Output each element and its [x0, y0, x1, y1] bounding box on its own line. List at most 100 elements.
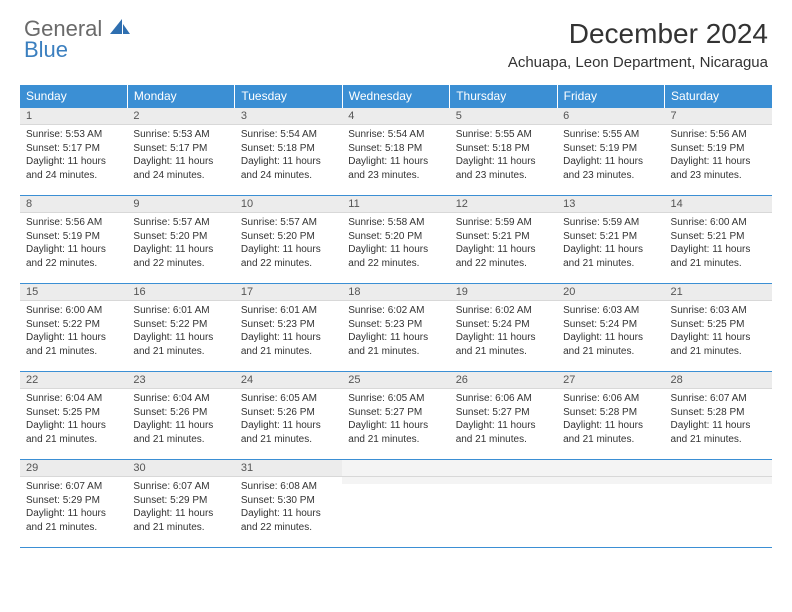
day-number: 18: [342, 284, 449, 301]
calendar-cell: 20Sunrise: 6:03 AMSunset: 5:24 PMDayligh…: [557, 284, 664, 372]
sunrise-line: Sunrise: 5:53 AM: [133, 128, 228, 142]
sunrise-line: Sunrise: 5:54 AM: [241, 128, 336, 142]
sunrise-line: Sunrise: 6:02 AM: [456, 304, 551, 318]
day-body: Sunrise: 5:57 AMSunset: 5:20 PMDaylight:…: [127, 213, 234, 274]
sunset-line: Sunset: 5:29 PM: [26, 494, 121, 508]
day-body: Sunrise: 6:08 AMSunset: 5:30 PMDaylight:…: [235, 477, 342, 538]
weekday-header: Sunday: [20, 85, 127, 108]
sunrise-line: Sunrise: 5:59 AM: [456, 216, 551, 230]
day-body: Sunrise: 6:03 AMSunset: 5:25 PMDaylight:…: [665, 301, 772, 362]
sunrise-line: Sunrise: 5:54 AM: [348, 128, 443, 142]
day-number: 26: [450, 372, 557, 389]
day-number: 12: [450, 196, 557, 213]
sunrise-line: Sunrise: 6:08 AM: [241, 480, 336, 494]
day-number: 5: [450, 108, 557, 125]
location-text: Achuapa, Leon Department, Nicaragua: [508, 54, 768, 71]
sunrise-line: Sunrise: 6:00 AM: [671, 216, 766, 230]
sunrise-line: Sunrise: 6:07 AM: [26, 480, 121, 494]
day-number: 29: [20, 460, 127, 477]
daylight-line: Daylight: 11 hours and 21 minutes.: [133, 419, 228, 446]
day-number: 3: [235, 108, 342, 125]
calendar-cell: 4Sunrise: 5:54 AMSunset: 5:18 PMDaylight…: [342, 108, 449, 196]
day-body: Sunrise: 6:07 AMSunset: 5:29 PMDaylight:…: [127, 477, 234, 538]
daylight-line: Daylight: 11 hours and 24 minutes.: [26, 155, 121, 182]
day-number-empty: [450, 460, 557, 477]
day-body: Sunrise: 6:01 AMSunset: 5:23 PMDaylight:…: [235, 301, 342, 362]
sunset-line: Sunset: 5:27 PM: [348, 406, 443, 420]
calendar-cell: 8Sunrise: 5:56 AMSunset: 5:19 PMDaylight…: [20, 196, 127, 284]
calendar-cell: 27Sunrise: 6:06 AMSunset: 5:28 PMDayligh…: [557, 372, 664, 460]
day-number: 24: [235, 372, 342, 389]
sunset-line: Sunset: 5:21 PM: [563, 230, 658, 244]
sunset-line: Sunset: 5:20 PM: [133, 230, 228, 244]
day-body: Sunrise: 5:56 AMSunset: 5:19 PMDaylight:…: [665, 125, 772, 186]
day-number: 13: [557, 196, 664, 213]
title-block: December 2024 Achuapa, Leon Department, …: [508, 18, 768, 71]
daylight-line: Daylight: 11 hours and 21 minutes.: [133, 331, 228, 358]
calendar-cell: 6Sunrise: 5:55 AMSunset: 5:19 PMDaylight…: [557, 108, 664, 196]
calendar-cell: 3Sunrise: 5:54 AMSunset: 5:18 PMDaylight…: [235, 108, 342, 196]
sunset-line: Sunset: 5:24 PM: [456, 318, 551, 332]
day-body: Sunrise: 6:06 AMSunset: 5:28 PMDaylight:…: [557, 389, 664, 450]
weekday-header: Tuesday: [235, 85, 342, 108]
day-body: Sunrise: 5:53 AMSunset: 5:17 PMDaylight:…: [127, 125, 234, 186]
calendar-cell: [450, 460, 557, 548]
sunrise-line: Sunrise: 6:07 AM: [133, 480, 228, 494]
sunset-line: Sunset: 5:28 PM: [563, 406, 658, 420]
calendar-cell: [665, 460, 772, 548]
calendar-cell: [557, 460, 664, 548]
day-body: Sunrise: 6:00 AMSunset: 5:21 PMDaylight:…: [665, 213, 772, 274]
calendar-cell: 25Sunrise: 6:05 AMSunset: 5:27 PMDayligh…: [342, 372, 449, 460]
daylight-line: Daylight: 11 hours and 22 minutes.: [241, 243, 336, 270]
sunset-line: Sunset: 5:21 PM: [456, 230, 551, 244]
day-number: 31: [235, 460, 342, 477]
day-body: Sunrise: 6:00 AMSunset: 5:22 PMDaylight:…: [20, 301, 127, 362]
day-body: Sunrise: 5:54 AMSunset: 5:18 PMDaylight:…: [235, 125, 342, 186]
day-body: Sunrise: 5:55 AMSunset: 5:19 PMDaylight:…: [557, 125, 664, 186]
day-number: 14: [665, 196, 772, 213]
calendar-cell: 9Sunrise: 5:57 AMSunset: 5:20 PMDaylight…: [127, 196, 234, 284]
sunset-line: Sunset: 5:24 PM: [563, 318, 658, 332]
day-body-empty: [450, 477, 557, 484]
sunrise-line: Sunrise: 5:57 AM: [241, 216, 336, 230]
sunset-line: Sunset: 5:18 PM: [241, 142, 336, 156]
calendar-cell: 13Sunrise: 5:59 AMSunset: 5:21 PMDayligh…: [557, 196, 664, 284]
daylight-line: Daylight: 11 hours and 21 minutes.: [456, 331, 551, 358]
day-body: Sunrise: 5:59 AMSunset: 5:21 PMDaylight:…: [450, 213, 557, 274]
day-number: 20: [557, 284, 664, 301]
daylight-line: Daylight: 11 hours and 21 minutes.: [26, 507, 121, 534]
day-body-empty: [557, 477, 664, 484]
sunset-line: Sunset: 5:19 PM: [26, 230, 121, 244]
day-body-empty: [342, 477, 449, 484]
sunset-line: Sunset: 5:23 PM: [348, 318, 443, 332]
day-number: 7: [665, 108, 772, 125]
day-body: Sunrise: 6:02 AMSunset: 5:23 PMDaylight:…: [342, 301, 449, 362]
sunrise-line: Sunrise: 5:55 AM: [563, 128, 658, 142]
daylight-line: Daylight: 11 hours and 23 minutes.: [348, 155, 443, 182]
logo-sail-icon: [109, 18, 131, 41]
day-number: 17: [235, 284, 342, 301]
calendar-cell: 28Sunrise: 6:07 AMSunset: 5:28 PMDayligh…: [665, 372, 772, 460]
day-number: 30: [127, 460, 234, 477]
sunset-line: Sunset: 5:20 PM: [241, 230, 336, 244]
day-body: Sunrise: 5:57 AMSunset: 5:20 PMDaylight:…: [235, 213, 342, 274]
day-body: Sunrise: 6:02 AMSunset: 5:24 PMDaylight:…: [450, 301, 557, 362]
day-number: 10: [235, 196, 342, 213]
sunset-line: Sunset: 5:25 PM: [671, 318, 766, 332]
day-body: Sunrise: 5:53 AMSunset: 5:17 PMDaylight:…: [20, 125, 127, 186]
calendar-cell: 17Sunrise: 6:01 AMSunset: 5:23 PMDayligh…: [235, 284, 342, 372]
day-number: 11: [342, 196, 449, 213]
day-number: 4: [342, 108, 449, 125]
day-body: Sunrise: 5:56 AMSunset: 5:19 PMDaylight:…: [20, 213, 127, 274]
daylight-line: Daylight: 11 hours and 21 minutes.: [563, 243, 658, 270]
daylight-line: Daylight: 11 hours and 21 minutes.: [348, 419, 443, 446]
daylight-line: Daylight: 11 hours and 21 minutes.: [26, 331, 121, 358]
daylight-line: Daylight: 11 hours and 21 minutes.: [456, 419, 551, 446]
day-body-empty: [665, 477, 772, 484]
sunrise-line: Sunrise: 5:56 AM: [671, 128, 766, 142]
sunset-line: Sunset: 5:20 PM: [348, 230, 443, 244]
day-body: Sunrise: 6:05 AMSunset: 5:26 PMDaylight:…: [235, 389, 342, 450]
sunset-line: Sunset: 5:18 PM: [456, 142, 551, 156]
sunrise-line: Sunrise: 5:56 AM: [26, 216, 121, 230]
daylight-line: Daylight: 11 hours and 21 minutes.: [241, 331, 336, 358]
